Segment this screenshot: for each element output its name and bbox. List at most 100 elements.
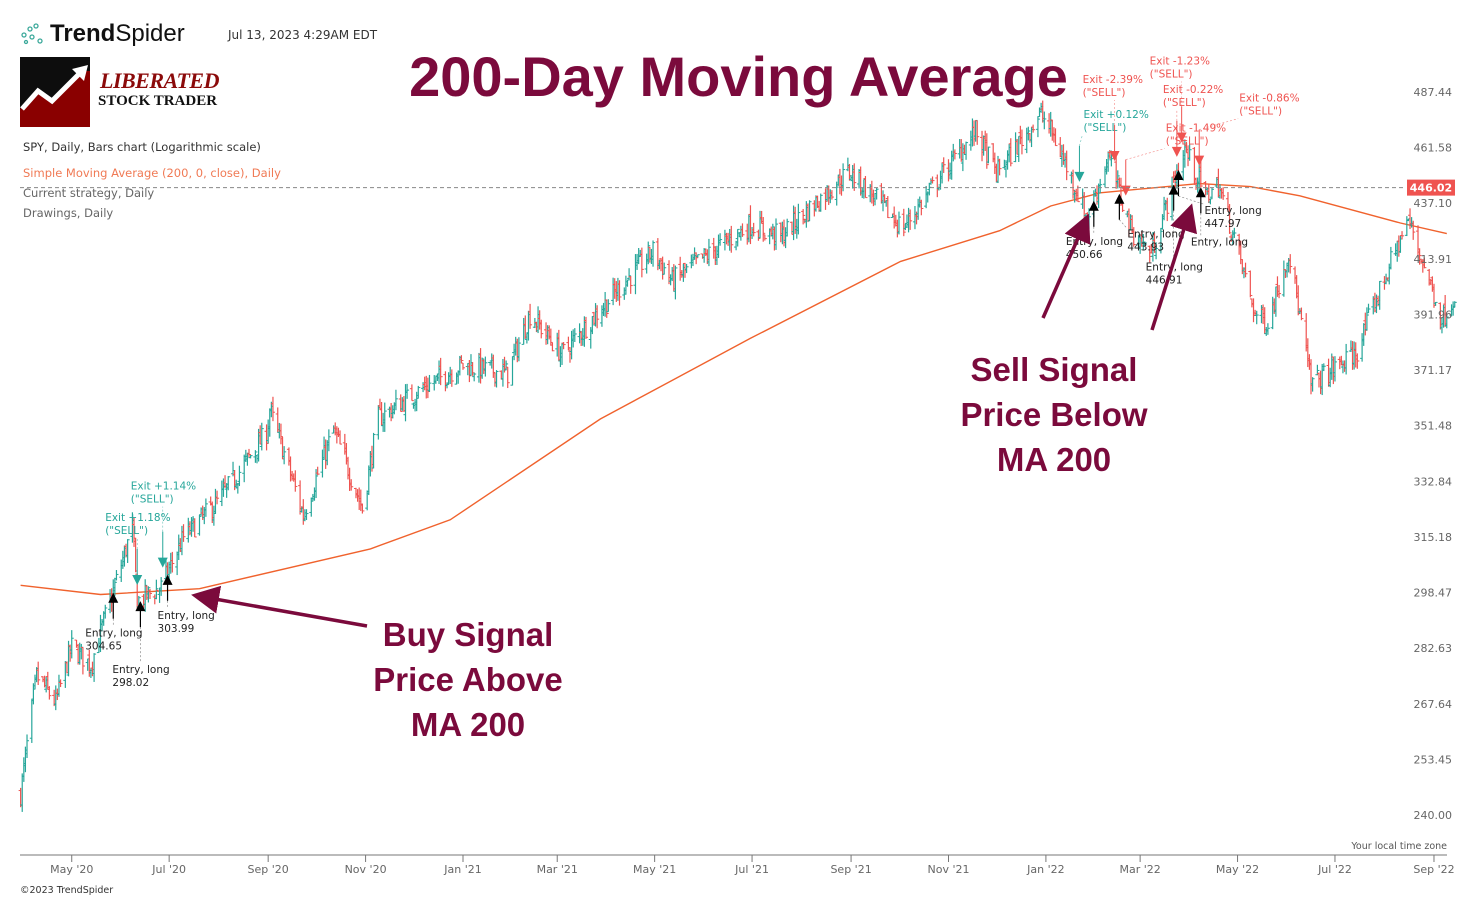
price-bar [583,316,588,339]
timezone-label[interactable]: Your local time zone [1351,841,1447,852]
price-bar [1158,228,1163,254]
logo-text-liberated: LIBERATED [100,68,219,93]
price-bar [550,342,555,352]
legend-drawings[interactable]: Drawings, Daily [23,206,114,220]
price-bar [504,360,509,371]
exit-signal[interactable]: Exit -1.23%("SELL") [1150,55,1210,143]
price-bar [1031,124,1036,133]
price-bar [997,158,1002,176]
price-bar [684,263,689,274]
exit-label-group: Exit +1.18%("SELL") [105,512,170,537]
label-leader-line [1119,219,1127,228]
x-axis-tick-label: Nov '21 [927,863,969,876]
exit-signal[interactable]: Exit +1.18%("SELL") [105,512,171,585]
price-bar [1154,242,1159,260]
price-bar [646,241,651,265]
price-bar [718,233,723,246]
y-axis-tick-label: 487.44 [1414,86,1453,99]
price-bar [1232,227,1237,238]
price-bar [483,356,488,377]
price-bar [427,374,432,392]
exit-signal[interactable]: Exit -0.22%("SELL") [1163,84,1223,157]
copyright: ©2023 TrendSpider [20,885,114,896]
exit-signal-label: ("SELL") [1083,122,1126,134]
exit-signal[interactable]: Exit -2.39%("SELL") [1083,74,1143,162]
price-bar [58,679,63,688]
price-bar [1198,160,1203,188]
legend-main-series[interactable]: SPY, Daily, Bars chart (Logarithmic scal… [23,140,261,154]
callout-line: Sell Signal [970,351,1138,388]
price-bar [651,240,656,267]
x-axis-tick-label: Jul '20 [151,863,186,876]
price-bar [1388,246,1393,270]
price-bar [1075,185,1080,203]
entry-label: Entry, long [85,628,142,640]
price-bar [1332,356,1337,382]
price-bar [1243,262,1248,278]
legend-strategy[interactable]: Current strategy, Daily [23,186,155,200]
callout-line: Price Below [960,396,1148,433]
x-axis-tick-label: Jan '22 [1026,863,1064,876]
entry-label-group: Entry, long [1191,236,1248,248]
price-bar [627,268,632,281]
entry-price: 446.91 [1146,275,1183,287]
price-bar [662,262,667,275]
price-bar [25,734,30,759]
exit-signal-label: ("SELL") [1239,106,1282,118]
price-bar [1400,231,1405,240]
y-axis-tick-label: 282.63 [1414,642,1453,655]
price-bar [1321,363,1326,372]
entry-label: Entry, long [112,664,169,676]
price-bar [505,366,510,389]
y-axis-tick-label: 240.00 [1414,809,1453,822]
price-bar [986,146,991,164]
price-bar [1008,138,1013,167]
exit-label: Exit -0.86% [1239,93,1299,105]
exit-signal-label: ("SELL") [105,525,148,537]
x-axis-tick-label: Mar '21 [537,863,578,876]
price-bar [125,539,130,563]
price-bar [1265,323,1270,335]
exit-arrow-icon [132,574,143,585]
price-bar [304,509,309,521]
price-bar [885,196,890,219]
entry-signal[interactable]: Entry, long [1191,187,1248,248]
price-bar [112,577,117,596]
price-bar [908,209,913,230]
price-bar [192,518,197,538]
price-bar [1417,248,1422,265]
entry-price: 303.99 [158,623,195,635]
entry-price: 450.66 [1066,249,1103,261]
price-bar [314,469,319,499]
price-bar [29,699,34,743]
label-leader-line [1178,195,1204,205]
x-axis-tick-label: May '21 [633,863,676,876]
price-bar [896,211,901,235]
exit-signal[interactable]: Exit +0.12%("SELL") [1074,109,1149,182]
liberated-stock-trader-logo [20,57,90,127]
y-axis-tick-label: 413.91 [1414,253,1453,266]
exit-signal-label: ("SELL") [1150,68,1193,80]
price-bar [628,276,633,294]
price-bar [841,163,846,192]
exit-label-group: Exit +0.12%("SELL") [1083,109,1148,134]
entry-arrow-icon [135,601,146,612]
price-bar [36,661,41,685]
exit-signal[interactable]: Exit -0.86%("SELL") [1194,93,1300,166]
exit-signal[interactable]: Exit +1.14%("SELL") [131,481,196,568]
annotation-arrows [191,203,1198,628]
price-bar [1299,307,1304,321]
price-bar [382,402,387,432]
y-axis-tick-label: 371.17 [1414,364,1453,377]
legend-sma[interactable]: Simple Moving Average (200, 0, close), D… [23,166,281,180]
price-bar [1042,111,1047,130]
x-axis-tick-label: Sep '22 [1413,863,1454,876]
